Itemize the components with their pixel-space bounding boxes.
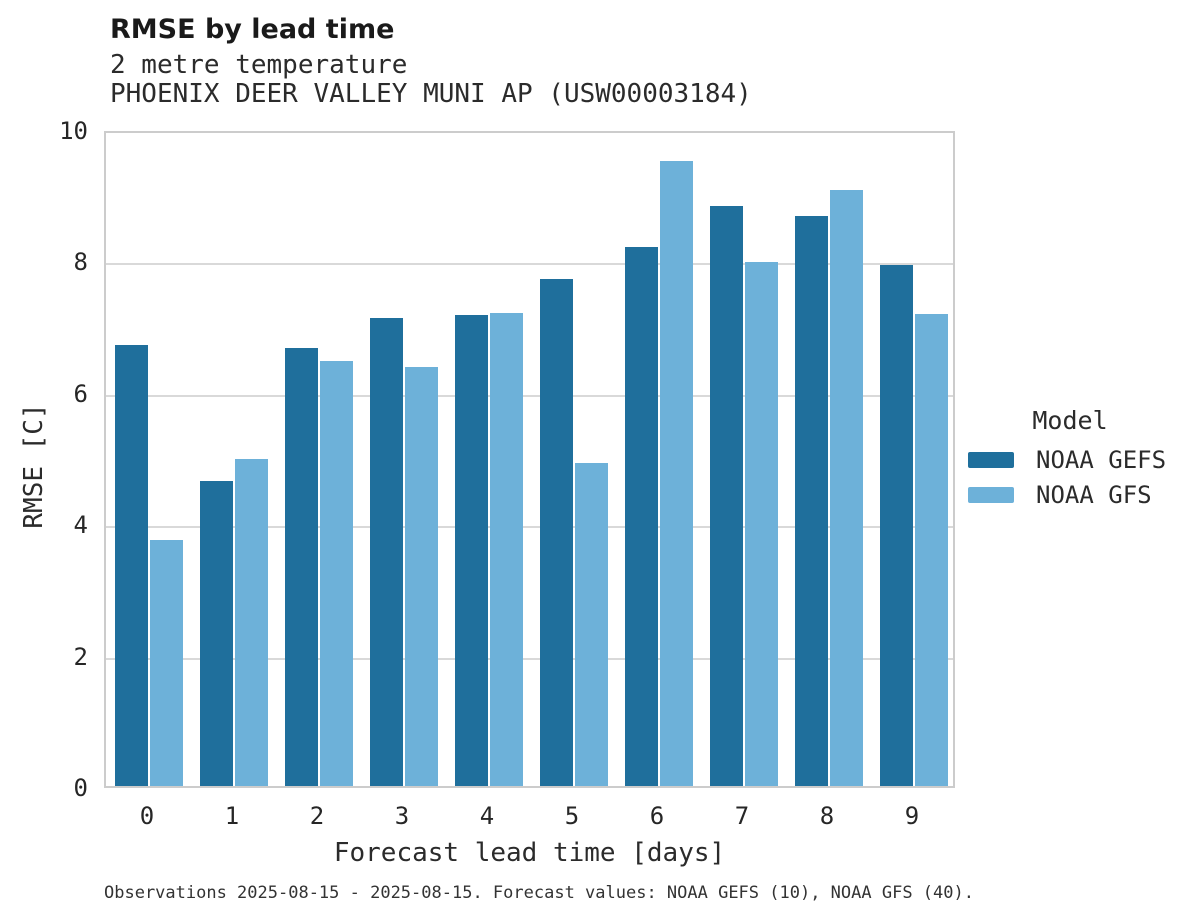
legend-label: NOAA GFS [1036,481,1152,509]
plot-area [104,131,955,788]
bar-gfs-lead-4 [490,313,523,786]
chart-title: RMSE by lead time [110,14,395,45]
gridline-y-4 [106,526,953,528]
x-axis-ticks: 0 1 2 3 4 5 6 7 8 9 [104,802,955,834]
bar-gefs-lead-0 [115,345,148,786]
y-axis-ticks: 0 2 4 6 8 10 [36,117,88,802]
bar-gefs-lead-1 [200,481,233,786]
gridline-y-2 [106,658,953,660]
bar-gfs-lead-1 [235,459,268,786]
x-tick-label-2: 2 [309,802,325,830]
x-tick-label-0: 0 [139,802,155,830]
bar-gefs-lead-4 [455,315,488,786]
y-tick-label-4: 4 [73,511,88,539]
gridline-y-6 [106,395,953,397]
bar-gefs-lead-6 [625,247,658,786]
bar-gefs-lead-9 [880,265,913,786]
x-tick-label-8: 8 [819,802,835,830]
footer-note: Observations 2025-08-15 - 2025-08-15. Fo… [104,883,974,903]
y-tick-label-2: 2 [73,643,88,671]
chart-subtitle-variable: 2 metre temperature [110,50,408,80]
x-tick-label-5: 5 [564,802,580,830]
y-tick-label-0: 0 [73,774,88,802]
bar-gfs-lead-7 [745,262,778,786]
x-tick-label-3: 3 [394,802,410,830]
x-tick-label-9: 9 [904,802,920,830]
bar-gfs-lead-8 [830,190,863,786]
bar-gefs-lead-7 [710,206,743,786]
legend-label: NOAA GEFS [1036,446,1167,474]
legend-entry-noaa-gfs: NOAA GFS [962,481,1178,509]
bar-gfs-lead-6 [660,161,693,786]
legend: Model NOAA GEFS NOAA GFS [962,406,1178,517]
bar-gfs-lead-5 [575,463,608,786]
legend-entries: NOAA GEFS NOAA GFS [962,446,1178,509]
x-tick-label-1: 1 [224,802,240,830]
bar-gfs-lead-2 [320,361,353,786]
bar-gefs-lead-3 [370,318,403,786]
bar-gefs-lead-8 [795,216,828,786]
x-axis-label: Forecast lead time [days] [333,838,726,868]
x-tick-label-6: 6 [649,802,665,830]
gridline-y-8 [106,263,953,265]
bar-gefs-lead-2 [285,348,318,786]
x-tick-label-4: 4 [479,802,495,830]
bar-gfs-lead-9 [915,314,948,786]
legend-swatch-icon [968,452,1014,468]
y-tick-label-10: 10 [59,117,88,145]
bar-gefs-lead-5 [540,279,573,786]
y-tick-label-8: 8 [73,248,88,276]
bar-gfs-lead-3 [405,367,438,786]
x-tick-label-7: 7 [734,802,750,830]
legend-swatch-icon [968,487,1014,503]
legend-title: Model [1032,406,1108,435]
bar-gfs-lead-0 [150,540,183,786]
legend-entry-noaa-gefs: NOAA GEFS [962,446,1178,474]
chart-subtitle-station: PHOENIX DEER VALLEY MUNI AP (USW00003184… [110,79,752,109]
y-tick-label-6: 6 [73,380,88,408]
